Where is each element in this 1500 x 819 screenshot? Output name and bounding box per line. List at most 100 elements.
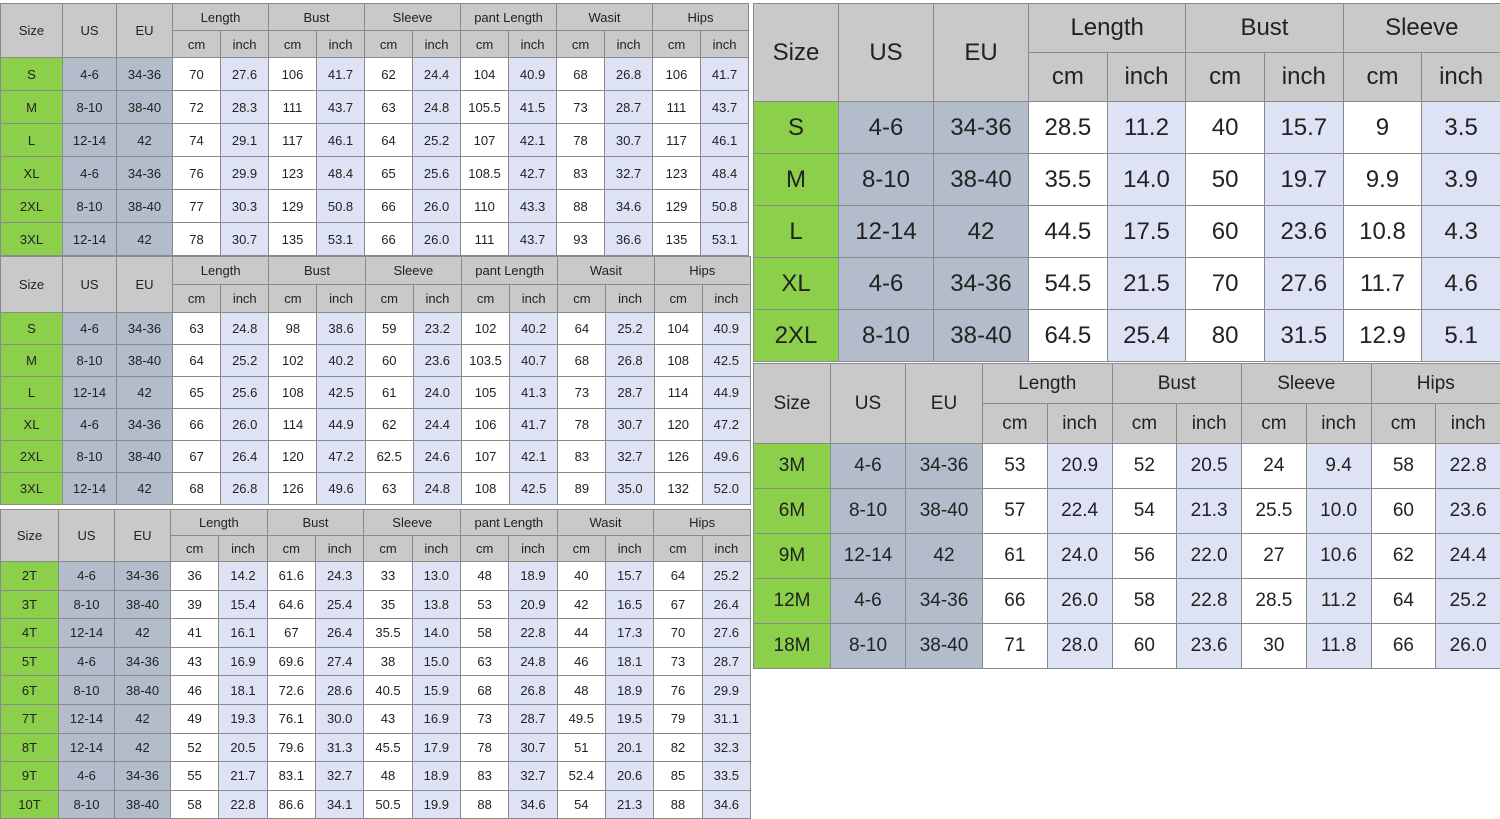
cm-value-cell: 104 bbox=[654, 313, 702, 345]
eu-size-cell: 34-36 bbox=[115, 562, 171, 591]
inch-value-cell: 21.5 bbox=[1107, 258, 1186, 310]
inch-value-cell: 3.9 bbox=[1422, 154, 1500, 206]
inch-value-cell: 26.8 bbox=[509, 676, 557, 705]
inch-value-cell: 25.6 bbox=[413, 157, 461, 190]
eu-size-cell: 34-36 bbox=[117, 58, 173, 91]
inch-value-cell: 24.3 bbox=[316, 562, 364, 591]
unit-header-inch: inch bbox=[1264, 53, 1343, 102]
group-header: Length bbox=[173, 257, 269, 285]
inch-value-cell: 44.9 bbox=[317, 409, 365, 441]
unit-header-cm: cm bbox=[365, 285, 413, 313]
cm-value-cell: 107 bbox=[461, 441, 509, 473]
us-size-cell: 12-14 bbox=[59, 619, 115, 648]
inch-value-cell: 31.3 bbox=[316, 733, 364, 762]
cm-value-cell: 132 bbox=[654, 473, 702, 505]
eu-size-cell: 38-40 bbox=[115, 590, 171, 619]
inch-value-cell: 20.5 bbox=[1177, 444, 1242, 489]
inch-value-cell: 24.0 bbox=[1047, 534, 1112, 579]
us-size-cell: 8-10 bbox=[63, 345, 117, 377]
group-header: Bust bbox=[267, 510, 364, 536]
inch-value-cell: 41.7 bbox=[510, 409, 558, 441]
inch-value-cell: 28.7 bbox=[509, 704, 557, 733]
cm-value-cell: 82 bbox=[654, 733, 702, 762]
inch-value-cell: 4.6 bbox=[1422, 258, 1500, 310]
inch-value-cell: 32.7 bbox=[316, 762, 364, 791]
cm-value-cell: 63 bbox=[365, 91, 413, 124]
cm-value-cell: 40 bbox=[557, 562, 605, 591]
us-size-cell: 12-14 bbox=[63, 377, 117, 409]
cm-value-cell: 102 bbox=[269, 345, 317, 377]
inch-value-cell: 22.4 bbox=[1047, 489, 1112, 534]
cm-value-cell: 67 bbox=[173, 441, 221, 473]
inch-value-cell: 24.6 bbox=[413, 441, 461, 473]
size-cell: 2XL bbox=[1, 441, 63, 473]
cm-value-cell: 52.4 bbox=[557, 762, 605, 791]
inch-value-cell: 32.7 bbox=[509, 762, 557, 791]
unit-header-cm: cm bbox=[557, 536, 605, 562]
inch-value-cell: 42.1 bbox=[509, 124, 557, 157]
column-header-size: Size bbox=[1, 4, 63, 58]
column-header-size: Size bbox=[754, 364, 831, 444]
cm-value-cell: 103.5 bbox=[461, 345, 509, 377]
unit-header-cm: cm bbox=[269, 285, 317, 313]
inch-value-cell: 43.3 bbox=[509, 190, 557, 223]
inch-value-cell: 41.7 bbox=[317, 58, 365, 91]
cm-value-cell: 83 bbox=[558, 441, 606, 473]
unit-header-inch: inch bbox=[221, 31, 269, 58]
eu-size-cell: 42 bbox=[117, 124, 173, 157]
inch-value-cell: 42.5 bbox=[702, 345, 750, 377]
unit-header-cm: cm bbox=[983, 404, 1048, 444]
cm-value-cell: 63 bbox=[173, 313, 221, 345]
cm-value-cell: 42 bbox=[557, 590, 605, 619]
unit-header-inch: inch bbox=[317, 285, 365, 313]
inch-value-cell: 15.4 bbox=[219, 590, 267, 619]
cm-value-cell: 43 bbox=[364, 704, 412, 733]
us-size-cell: 4-6 bbox=[839, 102, 934, 154]
group-header: Bust bbox=[269, 257, 365, 285]
cm-value-cell: 102 bbox=[461, 313, 509, 345]
unit-header-inch: inch bbox=[413, 31, 461, 58]
inch-value-cell: 24.8 bbox=[509, 647, 557, 676]
cm-value-cell: 63 bbox=[461, 647, 509, 676]
inch-value-cell: 24.4 bbox=[413, 58, 461, 91]
unit-header-cm: cm bbox=[557, 31, 605, 58]
inch-value-cell: 44.9 bbox=[702, 377, 750, 409]
cm-value-cell: 64.6 bbox=[267, 590, 315, 619]
cm-value-cell: 24 bbox=[1242, 444, 1307, 489]
inch-value-cell: 29.1 bbox=[221, 124, 269, 157]
cm-value-cell: 10.8 bbox=[1343, 206, 1422, 258]
inch-value-cell: 10.6 bbox=[1306, 534, 1371, 579]
inch-value-cell: 16.9 bbox=[412, 704, 460, 733]
cm-value-cell: 9 bbox=[1343, 102, 1422, 154]
cm-value-cell: 73 bbox=[654, 647, 702, 676]
inch-value-cell: 32.7 bbox=[606, 441, 654, 473]
inch-value-cell: 43.7 bbox=[701, 91, 749, 124]
inch-value-cell: 35.0 bbox=[606, 473, 654, 505]
inch-value-cell: 15.9 bbox=[412, 676, 460, 705]
eu-size-cell: 38-40 bbox=[117, 345, 173, 377]
eu-size-cell: 34-36 bbox=[117, 157, 173, 190]
cm-value-cell: 46 bbox=[557, 647, 605, 676]
unit-header-cm: cm bbox=[267, 536, 315, 562]
inch-value-cell: 30.7 bbox=[606, 409, 654, 441]
eu-size-cell: 34-36 bbox=[906, 579, 983, 624]
inch-value-cell: 9.4 bbox=[1306, 444, 1371, 489]
column-header-eu: EU bbox=[934, 4, 1029, 102]
group-header: Hips bbox=[654, 257, 750, 285]
cm-value-cell: 123 bbox=[653, 157, 701, 190]
cm-value-cell: 117 bbox=[653, 124, 701, 157]
us-size-cell: 4-6 bbox=[59, 562, 115, 591]
eu-size-cell: 42 bbox=[115, 619, 171, 648]
size-cell: 7T bbox=[1, 704, 59, 733]
unit-header-cm: cm bbox=[653, 31, 701, 58]
inch-value-cell: 53.1 bbox=[701, 223, 749, 256]
cm-value-cell: 64 bbox=[1371, 579, 1436, 624]
inch-value-cell: 30.7 bbox=[509, 733, 557, 762]
cm-value-cell: 78 bbox=[461, 733, 509, 762]
inch-value-cell: 18.9 bbox=[509, 562, 557, 591]
inch-value-cell: 20.9 bbox=[1047, 444, 1112, 489]
